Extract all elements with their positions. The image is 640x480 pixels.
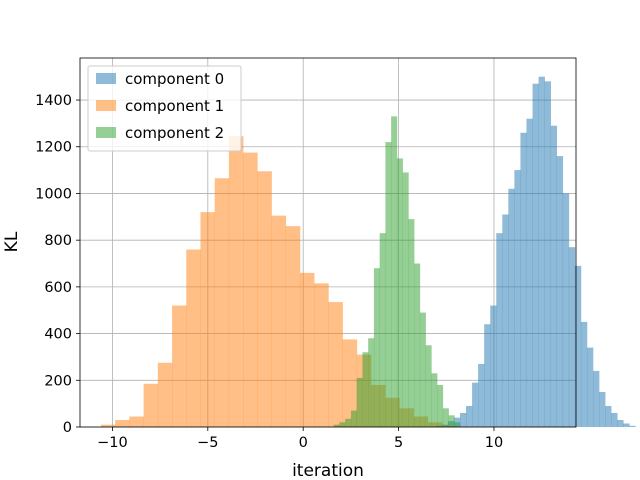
histogram-bar	[556, 156, 564, 427]
histogram-bar	[243, 152, 258, 427]
histogram-bar	[408, 219, 415, 427]
histogram-bar	[333, 424, 340, 427]
histogram-bar	[623, 423, 630, 427]
histogram-bar	[431, 373, 438, 427]
histogram-bar	[538, 76, 545, 428]
histogram-bar	[562, 193, 570, 427]
histogram-bar	[373, 268, 380, 427]
histogram-bar	[350, 410, 357, 427]
legend-label-component-0: component 0	[125, 70, 224, 88]
histogram-bar	[520, 132, 527, 427]
legend-swatch-component-1	[96, 100, 116, 111]
plot-area-frame	[79, 57, 577, 428]
histogram-bar	[402, 172, 409, 427]
histogram-bar	[490, 305, 497, 427]
histogram-bar	[617, 419, 624, 427]
histogram-bar	[448, 415, 455, 427]
histogram-bar	[484, 324, 491, 427]
legend-swatch-component-0	[96, 73, 116, 84]
y-tick-label: 1200	[35, 140, 72, 156]
histogram-bar	[568, 247, 576, 427]
histogram-bar	[257, 171, 272, 427]
histogram-bar	[328, 302, 343, 427]
y-tick-label: 0	[63, 420, 72, 436]
histogram-bar	[345, 418, 352, 427]
histogram-bar	[385, 142, 392, 428]
y-tick-label: 200	[44, 373, 72, 389]
x-axis-label: iteration	[292, 461, 364, 480]
y-tick-label: 1000	[35, 186, 72, 202]
histogram-bar	[605, 405, 612, 427]
x-tick-label: 5	[394, 435, 403, 451]
histogram-bar	[496, 233, 503, 427]
legend: component 0 component 1 component 2	[87, 65, 242, 152]
y-tick-label: 1400	[35, 93, 72, 109]
axis-ticks: −10 −5 0 5 10 0 200 400 600 800 1000 1200 1400	[35, 93, 503, 451]
histogram-bar	[396, 158, 403, 427]
histogram-bar	[285, 226, 301, 427]
histogram-bar	[459, 412, 467, 427]
histogram-bar	[172, 305, 187, 427]
histogram-bar	[356, 377, 363, 427]
histogram-bar	[115, 419, 130, 427]
histogram-bar	[339, 422, 346, 427]
histogram-bar	[514, 170, 521, 428]
histogram-bar	[544, 81, 551, 427]
histogram-bar	[362, 352, 369, 427]
histogram-bar	[442, 408, 449, 427]
histogram-bar	[502, 214, 509, 427]
legend-label-component-1: component 1	[125, 97, 224, 115]
histogram-bar	[299, 272, 315, 427]
histogram-bar	[574, 265, 582, 427]
histogram-bar	[419, 312, 426, 427]
histogram-bar	[472, 382, 479, 427]
histogram-bar	[629, 425, 636, 427]
histogram-bar	[599, 391, 606, 427]
legend-label-component-2: component 2	[125, 124, 224, 142]
histogram-bar	[586, 347, 594, 427]
legend-box	[87, 65, 242, 152]
x-tick-label: −5	[197, 435, 218, 451]
histogram-bar	[454, 422, 461, 427]
histogram-bar	[550, 125, 558, 428]
histogram-bar	[437, 384, 444, 427]
y-tick-label: 400	[44, 327, 72, 343]
histogram-bar	[314, 283, 329, 427]
histogram-bar	[200, 212, 215, 427]
histogram-bar	[532, 83, 539, 427]
histogram-bar	[593, 370, 600, 427]
series-0-bars	[435, 76, 636, 428]
histogram-bar	[342, 339, 358, 427]
histogram-bars	[100, 76, 636, 428]
histogram-bar	[611, 412, 618, 427]
histogram-bar	[368, 338, 375, 427]
histogram-bar	[214, 178, 230, 427]
histogram-bar	[228, 136, 244, 427]
histogram-bar	[100, 424, 116, 427]
y-axis-label: KL	[2, 231, 22, 252]
series-2-bars	[333, 116, 461, 428]
histogram-bar	[508, 188, 515, 427]
y-tick-label: 600	[44, 280, 72, 296]
histogram-bar	[379, 233, 386, 427]
histogram-bar	[186, 249, 201, 427]
legend-swatch-component-2	[96, 127, 116, 138]
histogram-bar	[271, 215, 287, 427]
histogram-bar	[143, 383, 159, 427]
histogram-bar	[466, 405, 473, 427]
histogram-bar	[414, 263, 421, 427]
x-tick-label: 10	[485, 435, 503, 451]
y-tick-label: 800	[44, 233, 72, 249]
histogram-bar	[391, 116, 398, 427]
x-tick-label: 0	[299, 435, 308, 451]
histogram-bar	[157, 362, 173, 427]
histogram-bar	[129, 416, 144, 427]
histogram-bar	[425, 345, 432, 427]
histogram-bar	[526, 118, 533, 427]
histogram-bar	[478, 363, 485, 427]
x-tick-label: −10	[97, 435, 128, 451]
histogram-bar	[580, 321, 588, 427]
